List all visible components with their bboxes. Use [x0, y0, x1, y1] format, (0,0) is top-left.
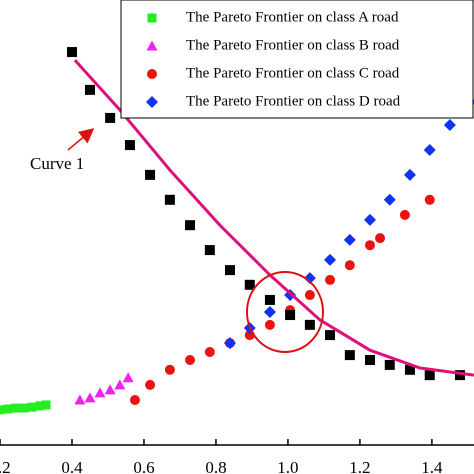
x-tick-label: 0.6 [133, 458, 154, 474]
point [145, 379, 156, 390]
point [304, 290, 315, 301]
point [122, 372, 134, 383]
legend-marker [146, 96, 158, 108]
point [364, 355, 375, 366]
legend-marker [147, 69, 157, 79]
point [383, 193, 396, 206]
point [185, 220, 196, 231]
point [304, 319, 315, 330]
legend-marker [146, 40, 158, 51]
point [399, 209, 410, 220]
point [204, 346, 215, 357]
point [114, 379, 126, 390]
point [325, 274, 336, 285]
point [164, 194, 175, 205]
highlight-circle [246, 271, 324, 353]
x-tick-label: 1.2 [349, 458, 370, 474]
point [423, 143, 436, 156]
point [129, 395, 140, 406]
point [19, 403, 29, 413]
point [403, 168, 416, 181]
point [344, 260, 355, 271]
point [363, 213, 376, 226]
point [223, 337, 236, 350]
point [325, 330, 336, 341]
point [384, 359, 395, 370]
point [104, 384, 116, 395]
point [185, 355, 196, 366]
point [364, 240, 375, 251]
point [145, 169, 156, 180]
x-tick-label: 0.8 [205, 458, 226, 474]
point [84, 84, 95, 95]
point [443, 119, 456, 132]
legend-label: The Pareto Frontier on class D road [186, 93, 401, 109]
legend-box [120, 0, 474, 119]
point [343, 233, 356, 246]
point [105, 112, 116, 123]
legend: The Pareto Frontier on class A road The P… [120, 0, 474, 119]
point [224, 265, 235, 276]
point [11, 403, 21, 413]
legend-label: The Pareto Frontier on class C road [186, 65, 400, 81]
point [375, 233, 386, 244]
point [244, 279, 255, 290]
point [324, 253, 337, 266]
point [454, 370, 465, 381]
point [41, 400, 51, 410]
point [404, 364, 415, 375]
point [285, 310, 296, 321]
point [204, 245, 215, 256]
point [264, 294, 275, 305]
point [84, 392, 96, 403]
point [35, 401, 45, 411]
x-tick-label: 1.0 [277, 458, 298, 474]
point [74, 394, 86, 405]
annotation-arrow [67, 128, 95, 151]
annotation: Curve 1 [30, 154, 84, 173]
point [0, 405, 5, 415]
point [303, 272, 316, 285]
point [94, 387, 106, 398]
point [344, 350, 355, 361]
point [164, 364, 175, 375]
point [27, 402, 37, 412]
point [124, 140, 135, 151]
plot-area: 0.2 0.4 0.6 0.8 1.0 1.2 1.4 [0, 47, 474, 474]
x-tick-label: 0.4 [61, 458, 83, 474]
point [66, 47, 77, 58]
point [264, 319, 275, 330]
point [263, 305, 276, 318]
legend-label: The Pareto Frontier on class A road [186, 9, 399, 25]
x-tick-label: 1.4 [421, 458, 443, 474]
legend-marker [147, 13, 157, 23]
point [424, 370, 435, 381]
legend-label: The Pareto Frontier on class B road [186, 37, 400, 53]
point [3, 404, 13, 414]
x-tick-label: 0.2 [0, 458, 11, 474]
point [424, 194, 435, 205]
